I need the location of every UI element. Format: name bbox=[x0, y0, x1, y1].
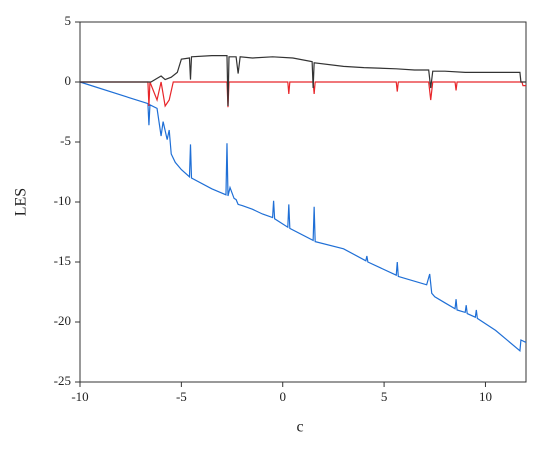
x-tick-label: -10 bbox=[71, 389, 88, 404]
y-tick-label: 5 bbox=[65, 13, 72, 28]
y-tick-label: -5 bbox=[60, 133, 71, 148]
y-tick-label: -10 bbox=[54, 193, 71, 208]
y-tick-label: 0 bbox=[65, 73, 72, 88]
y-tick-label: -15 bbox=[54, 253, 71, 268]
x-axis-label: c bbox=[296, 419, 303, 436]
series-line bbox=[80, 81, 526, 108]
y-axis-label: LES bbox=[13, 188, 30, 216]
series-line bbox=[79, 81, 527, 352]
x-tick-label: 0 bbox=[279, 389, 286, 404]
x-tick-label: -5 bbox=[176, 389, 187, 404]
y-tick-label: -20 bbox=[54, 313, 71, 328]
x-tick-label: 10 bbox=[479, 389, 492, 404]
plot-frame bbox=[79, 21, 527, 383]
x-tick-label: 5 bbox=[381, 389, 388, 404]
y-tick-label: -25 bbox=[54, 373, 71, 388]
series-line bbox=[80, 55, 526, 107]
